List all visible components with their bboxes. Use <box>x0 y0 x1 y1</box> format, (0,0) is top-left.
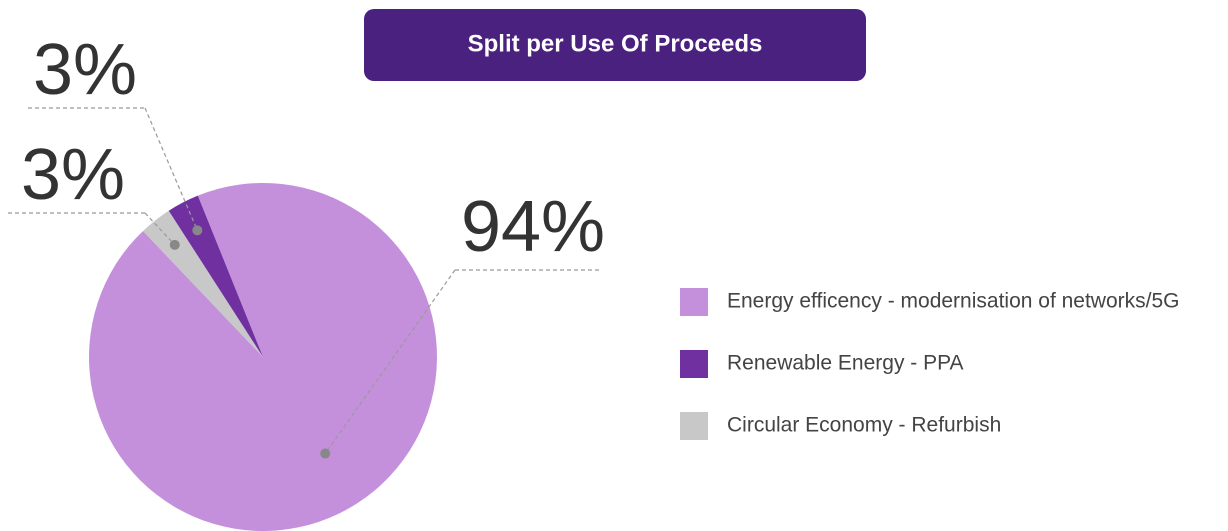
chart-title: Split per Use Of Proceeds <box>468 30 763 57</box>
leader-line <box>144 212 176 246</box>
pie-slice <box>168 195 263 357</box>
legend-label: Energy efficency - modernisation of netw… <box>727 290 1180 313</box>
legend-label: Renewable Energy - PPA <box>727 352 964 375</box>
pie-slice <box>89 183 437 531</box>
leader-dot <box>192 225 203 236</box>
data-label: 3% <box>21 135 125 215</box>
legend-label: Circular Economy - Refurbish <box>727 414 1001 437</box>
data-label: 94% <box>461 187 605 267</box>
legend-swatch <box>680 288 708 316</box>
leader-line <box>324 269 456 454</box>
legend-swatch <box>680 412 708 440</box>
leader-dot <box>320 448 331 459</box>
title-box <box>364 9 866 81</box>
leader-dot <box>169 239 180 250</box>
leader-line <box>144 107 198 231</box>
data-label: 3% <box>33 30 137 110</box>
legend-swatch <box>680 350 708 378</box>
